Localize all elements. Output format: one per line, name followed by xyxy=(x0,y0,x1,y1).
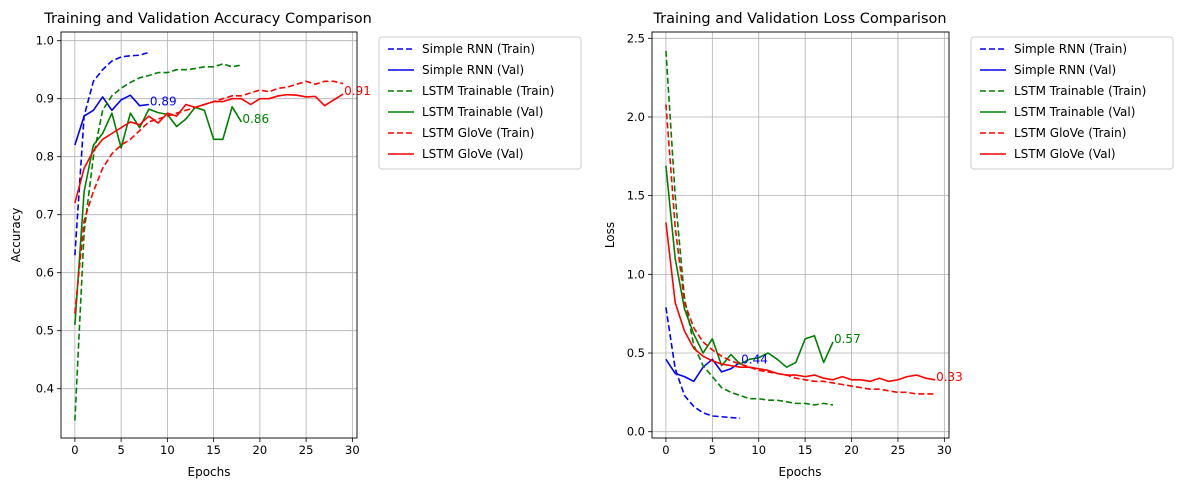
accuracy-x-tick-label: 30 xyxy=(345,443,360,457)
loss-legend-box xyxy=(970,36,1174,170)
loss-annotation-label: 0.44 xyxy=(741,352,768,366)
accuracy-series-simple-rnn-val xyxy=(74,94,149,146)
loss-x-tick-label: 5 xyxy=(709,443,716,457)
loss-x-axis-label: Epochs xyxy=(779,465,822,479)
accuracy-x-tick-label: 15 xyxy=(206,443,221,457)
accuracy-x-tick-label: 10 xyxy=(160,443,175,457)
accuracy-series-simple-rnn-train xyxy=(74,51,150,256)
accuracy-y-tick-label: 1.0 xyxy=(36,34,54,48)
loss-legend-label-simple-rnn-val: Simple RNN (Val) xyxy=(1014,63,1116,77)
accuracy-y-tick-label: 0.5 xyxy=(36,324,54,338)
loss-plot-frame xyxy=(651,31,950,439)
accuracy-legend-label-lstm-trainable-val: LSTM Trainable (Val) xyxy=(422,105,543,119)
loss-y-tick-label: 2.0 xyxy=(627,110,645,124)
loss-grid xyxy=(652,32,949,438)
loss-x-tick-label: 25 xyxy=(891,443,906,457)
accuracy-x-tick-label: 5 xyxy=(117,443,124,457)
accuracy-x-ticks: 0 5 10 15 20 25 30 xyxy=(71,438,360,457)
accuracy-legend: Simple RNN (Train) Simple RNN (Val) LSTM T… xyxy=(378,36,582,170)
accuracy-x-tick-label: 25 xyxy=(299,443,314,457)
accuracy-annotations: 0.89 0.86 0.91 xyxy=(150,84,371,126)
accuracy-legend-label-lstm-trainable-train: LSTM Trainable (Train) xyxy=(422,84,554,98)
accuracy-series-lstm-trainable-val xyxy=(74,106,243,325)
accuracy-y-tick-label: 0.8 xyxy=(36,150,54,164)
loss-x-tick-label: 0 xyxy=(662,443,669,457)
accuracy-annotation-label: 0.89 xyxy=(150,95,177,109)
loss-series-layer xyxy=(665,50,936,420)
accuracy-legend-label-simple-rnn-val: Simple RNN (Val) xyxy=(422,63,524,77)
loss-annotation-label: 0.57 xyxy=(834,332,861,346)
loss-y-tick-label: 1.5 xyxy=(627,189,645,203)
accuracy-x-tick-label: 20 xyxy=(253,443,268,457)
loss-series-simple-rnn-val xyxy=(665,358,741,383)
accuracy-plot-frame xyxy=(60,31,358,439)
loss-legend-label-lstm-trainable-val: LSTM Trainable (Val) xyxy=(1014,105,1135,119)
accuracy-annotation-label: 0.91 xyxy=(344,84,371,98)
loss-chart: Training and Validation Loss Comparison … xyxy=(603,11,1174,479)
accuracy-y-axis-label: Accuracy xyxy=(9,208,23,263)
loss-y-axis-label: Loss xyxy=(603,222,617,248)
loss-x-tick-label: 15 xyxy=(798,443,813,457)
loss-x-tick-label: 30 xyxy=(937,443,952,457)
loss-y-ticks: 0.0 0.5 1.0 1.5 2.0 2.5 xyxy=(627,31,652,439)
accuracy-series-lstm-trainable-train xyxy=(74,63,242,421)
loss-legend-items: Simple RNN (Train) Simple RNN (Val) LSTM T… xyxy=(980,42,1146,161)
accuracy-chart: Training and Validation Accuracy Compari… xyxy=(9,11,582,479)
accuracy-y-tick-label: 0.4 xyxy=(36,382,54,396)
loss-series-lstm-trainable-val xyxy=(665,165,834,368)
accuracy-chart-title: Training and Validation Accuracy Compari… xyxy=(43,11,372,27)
accuracy-annotation-label: 0.86 xyxy=(242,112,269,126)
loss-legend-label-simple-rnn-train: Simple RNN (Train) xyxy=(1014,42,1127,56)
loss-y-tick-label: 2.5 xyxy=(627,31,645,45)
accuracy-x-tick-label: 0 xyxy=(71,443,78,457)
accuracy-y-ticks: 0.4 0.5 0.6 0.7 0.8 0.9 1.0 xyxy=(36,34,61,396)
accuracy-legend-label-lstm-glove-train: LSTM GloVe (Train) xyxy=(422,126,534,140)
accuracy-legend-label-lstm-glove-val: LSTM GloVe (Val) xyxy=(422,147,524,161)
loss-legend-label-lstm-glove-train: LSTM GloVe (Train) xyxy=(1014,126,1126,140)
loss-chart-title: Training and Validation Loss Comparison xyxy=(652,11,946,27)
loss-legend: Simple RNN (Train) Simple RNN (Val) LSTM T… xyxy=(970,36,1174,170)
loss-legend-label-lstm-trainable-train: LSTM Trainable (Train) xyxy=(1014,84,1146,98)
accuracy-grid xyxy=(61,32,357,438)
loss-x-tick-label: 10 xyxy=(751,443,766,457)
loss-y-tick-label: 1.0 xyxy=(627,267,645,281)
accuracy-y-tick-label: 0.6 xyxy=(36,266,54,280)
accuracy-series-layer xyxy=(74,51,344,421)
accuracy-y-tick-label: 0.9 xyxy=(36,92,54,106)
loss-legend-label-lstm-glove-val: LSTM GloVe (Val) xyxy=(1014,147,1116,161)
accuracy-series-lstm-glove-train xyxy=(74,80,344,314)
loss-y-tick-label: 0.5 xyxy=(627,346,645,360)
accuracy-legend-box xyxy=(378,36,582,170)
loss-x-ticks: 0 5 10 15 20 25 30 xyxy=(662,438,952,457)
accuracy-series-lstm-glove-val xyxy=(74,93,344,204)
accuracy-legend-items: Simple RNN (Train) Simple RNN (Val) LSTM T… xyxy=(388,42,554,161)
accuracy-y-tick-label: 0.7 xyxy=(36,208,54,222)
accuracy-legend-label-simple-rnn-train: Simple RNN (Train) xyxy=(422,42,535,56)
loss-y-tick-label: 0.0 xyxy=(627,425,645,439)
accuracy-x-axis-label: Epochs xyxy=(188,465,231,479)
loss-series-lstm-glove-val xyxy=(665,222,936,383)
loss-series-lstm-glove-train xyxy=(665,104,936,395)
loss-x-tick-label: 20 xyxy=(844,443,859,457)
loss-series-lstm-trainable-train xyxy=(665,50,834,406)
